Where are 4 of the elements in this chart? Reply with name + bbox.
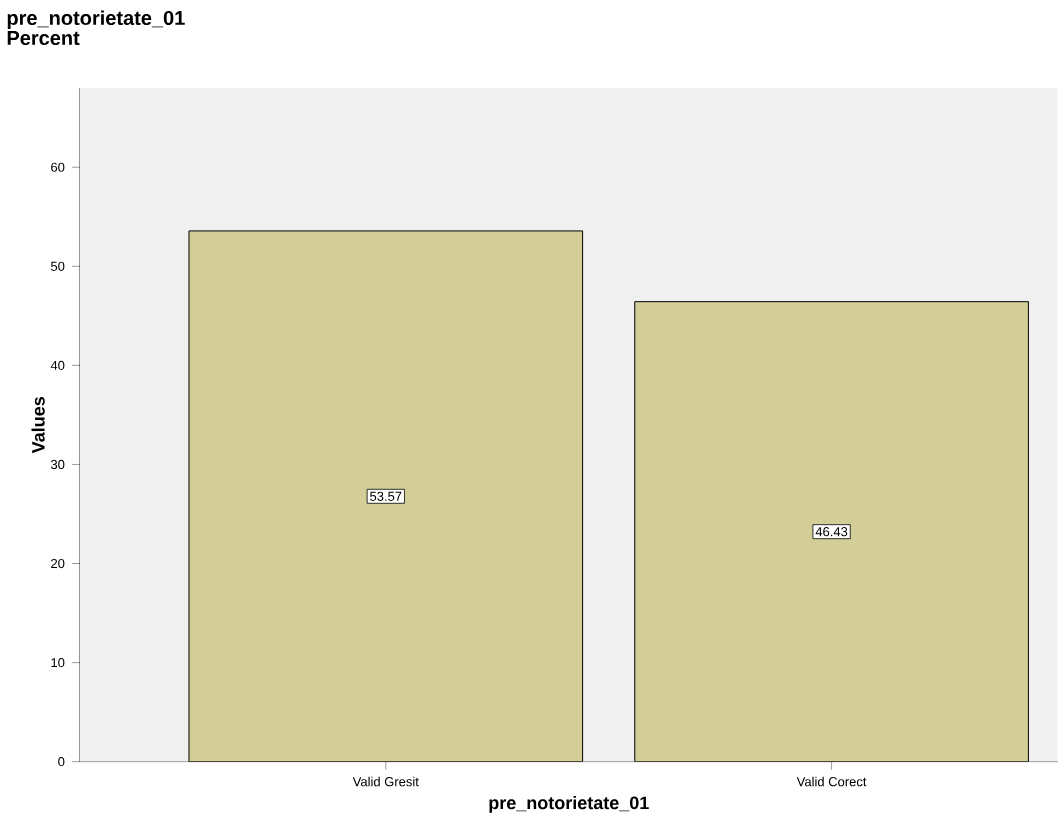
x-axis-title: pre_notorietate_01 <box>489 796 649 813</box>
chart-subtitle: Percent <box>7 31 80 46</box>
y-axis-title: Values <box>31 397 45 454</box>
chart-title: pre_notorietate_01 <box>7 10 185 30</box>
